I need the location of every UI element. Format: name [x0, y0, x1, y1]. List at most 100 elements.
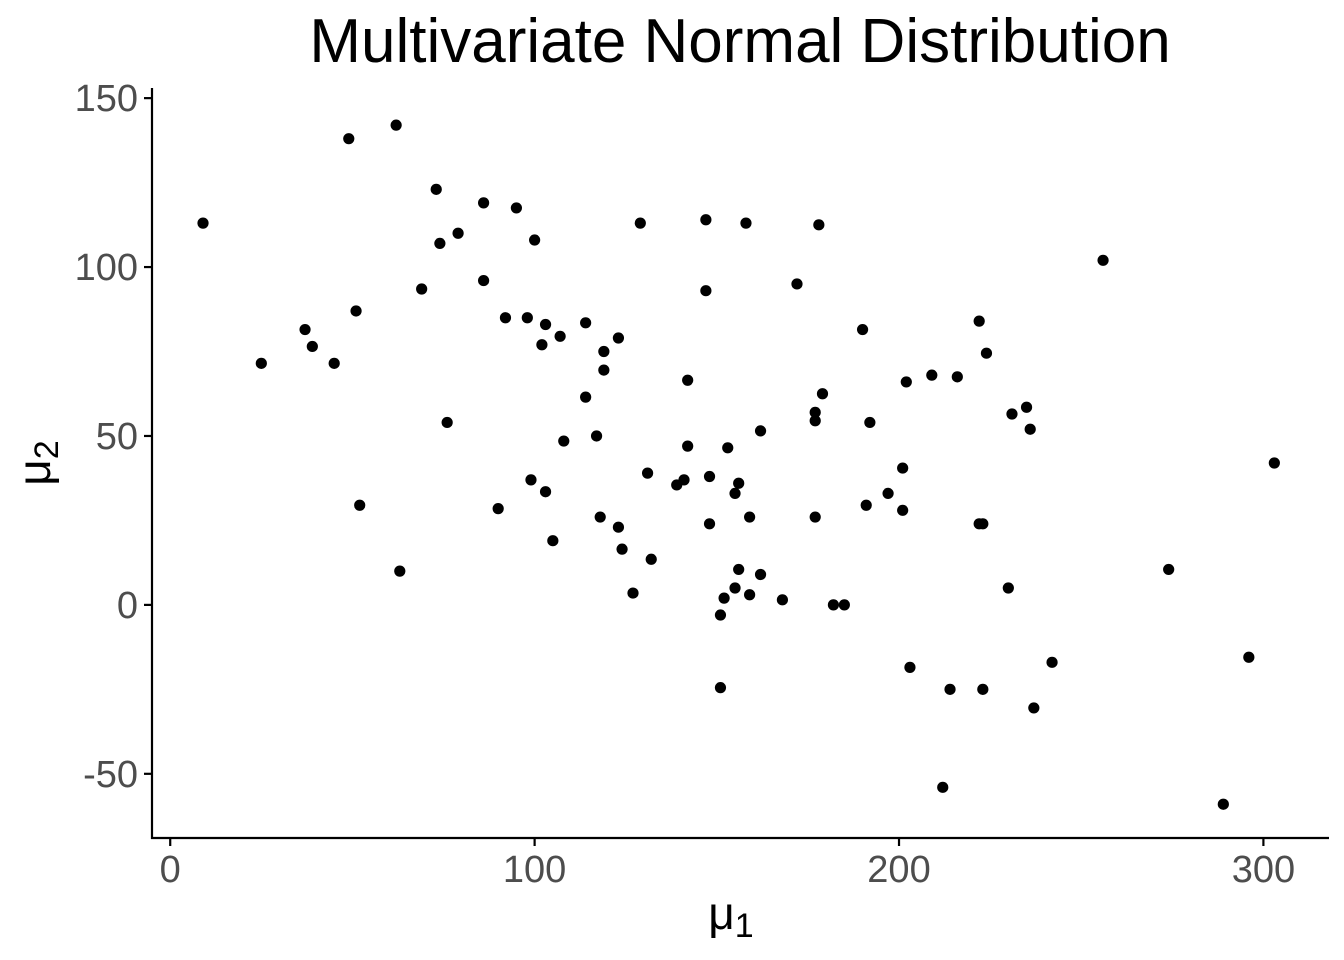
data-point — [1046, 656, 1058, 668]
data-point — [1163, 563, 1175, 576]
data-point — [390, 119, 402, 131]
y-axis-title: μ2 — [8, 440, 66, 485]
data-point — [864, 416, 876, 429]
data-point — [343, 133, 355, 145]
data-point — [499, 312, 512, 324]
y-tick-label: 50 — [96, 416, 138, 458]
data-point — [1243, 651, 1255, 663]
data-point — [860, 499, 872, 511]
data-point — [809, 511, 821, 523]
data-point — [554, 330, 566, 342]
data-point — [634, 217, 646, 229]
y-tick-label: 150 — [75, 78, 138, 120]
data-point — [478, 274, 490, 287]
data-point — [718, 592, 730, 604]
y-axis-title-subscript: 2 — [28, 440, 66, 459]
data-point — [740, 217, 752, 229]
x-tick-label: 200 — [867, 849, 930, 891]
data-point — [733, 477, 745, 489]
data-point — [944, 683, 956, 695]
y-tick-label: -50 — [83, 754, 138, 796]
data-point — [594, 511, 606, 523]
y-axis-title-main: μ — [8, 459, 60, 486]
data-point — [744, 511, 756, 523]
data-point — [354, 499, 366, 511]
data-points — [197, 119, 1280, 810]
x-tick-label: 300 — [1232, 849, 1295, 891]
data-point — [394, 565, 406, 577]
data-point — [827, 599, 840, 611]
data-point — [510, 202, 522, 214]
data-point — [682, 440, 694, 452]
data-point — [478, 197, 490, 209]
data-point — [1028, 702, 1040, 714]
data-point — [529, 234, 541, 246]
data-point — [809, 415, 821, 427]
data-point — [977, 518, 989, 530]
data-point — [1217, 798, 1229, 810]
data-point — [580, 317, 592, 329]
data-point — [598, 364, 610, 376]
data-point — [416, 283, 428, 295]
data-point — [882, 487, 894, 500]
data-point — [547, 535, 559, 547]
data-point — [714, 682, 727, 694]
data-point — [776, 594, 789, 606]
data-point — [645, 553, 657, 565]
data-point — [900, 376, 912, 388]
data-point — [729, 487, 741, 500]
x-tick-label: 0 — [160, 849, 181, 891]
data-point — [813, 219, 825, 231]
data-point — [744, 589, 756, 601]
data-point — [951, 371, 963, 383]
data-point — [452, 227, 464, 239]
data-point — [1020, 401, 1033, 413]
data-point — [729, 582, 741, 594]
data-point — [434, 237, 446, 250]
data-point — [539, 318, 552, 331]
data-point — [350, 305, 362, 317]
data-point — [590, 430, 603, 442]
data-point — [197, 217, 209, 229]
x-axis-title-subscript: 1 — [735, 907, 754, 945]
data-point — [977, 683, 989, 695]
x-tick-label: 100 — [503, 849, 566, 891]
data-point — [897, 504, 909, 516]
data-point — [299, 323, 311, 336]
data-point — [430, 183, 442, 195]
data-point — [754, 568, 767, 581]
data-point — [733, 563, 745, 576]
x-axis-title: μ1 — [708, 887, 753, 945]
y-tick-label: 0 — [117, 585, 138, 627]
data-point — [816, 388, 829, 400]
data-point — [539, 486, 552, 498]
x-ticks: 0 100 200 300 — [160, 838, 1295, 891]
data-point — [678, 474, 690, 486]
data-point — [1097, 254, 1109, 266]
x-axis-title-main: μ — [708, 887, 735, 939]
data-point — [441, 416, 453, 429]
data-point — [703, 470, 716, 483]
data-point — [714, 609, 727, 621]
data-point — [703, 518, 716, 530]
data-point — [612, 332, 625, 344]
data-point — [973, 315, 985, 327]
data-point — [897, 462, 909, 474]
data-point — [1006, 408, 1018, 420]
data-point — [682, 374, 694, 386]
data-point — [904, 661, 916, 673]
y-tick-label: 100 — [75, 247, 138, 289]
data-point — [641, 467, 654, 479]
data-point — [558, 435, 570, 447]
data-point — [809, 406, 821, 418]
data-point — [598, 345, 610, 358]
data-point — [521, 312, 533, 324]
data-point — [1268, 457, 1280, 469]
data-point — [980, 347, 993, 359]
data-point — [492, 503, 504, 515]
y-ticks: -50 0 50 100 150 — [75, 78, 152, 796]
data-point — [627, 587, 639, 599]
data-point — [525, 474, 537, 486]
data-point — [328, 357, 340, 369]
